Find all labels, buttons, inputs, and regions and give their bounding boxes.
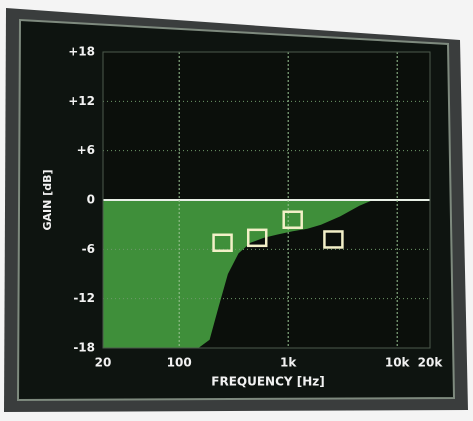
x-tick-label: 100 — [167, 356, 192, 370]
x-tick-label: 1k — [280, 356, 297, 370]
y-tick-label: 0 — [87, 193, 95, 207]
y-axis-title: GAIN [dB] — [41, 170, 54, 231]
y-tick-label: -18 — [73, 341, 95, 355]
x-axis-title: FREQUENCY [Hz] — [211, 375, 325, 389]
y-tick-label: -6 — [82, 242, 95, 256]
x-tick-label: 10k — [385, 356, 411, 370]
x-tick-label: 20k — [418, 356, 444, 370]
y-tick-label: +12 — [68, 94, 95, 108]
y-tick-label: +18 — [68, 45, 95, 59]
plot-area — [103, 52, 430, 348]
eq-display: GAIN [dB] FREQUENCY [Hz] +18 +12 +6 0 -6 -12 -… — [0, 0, 473, 421]
y-tick-label: +6 — [77, 143, 95, 157]
x-tick-label: 20 — [95, 356, 112, 370]
y-tick-label: -12 — [73, 291, 95, 305]
